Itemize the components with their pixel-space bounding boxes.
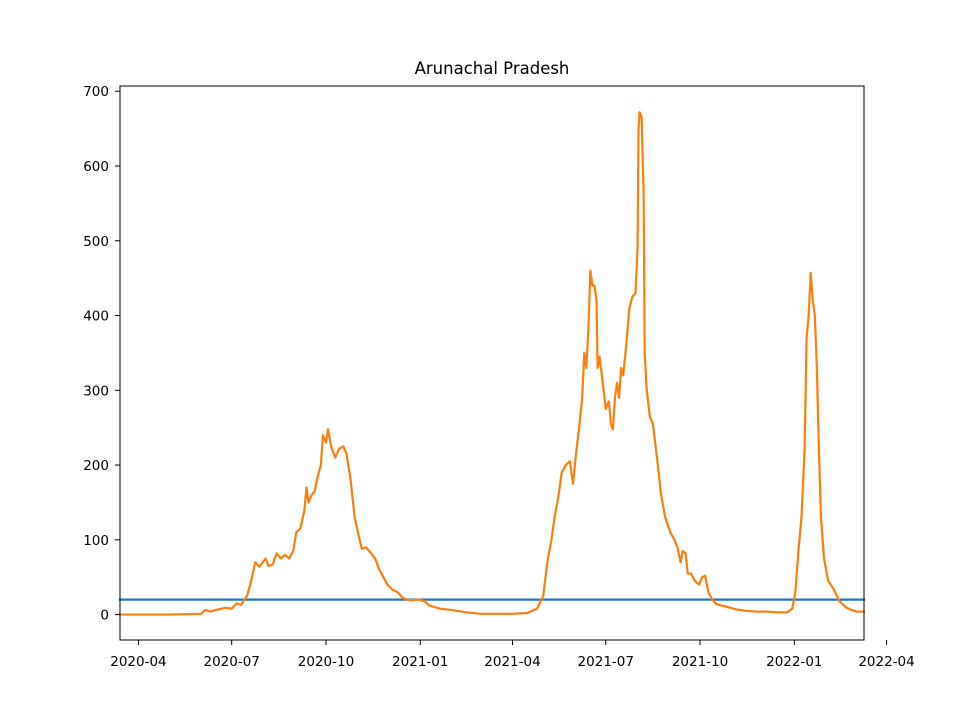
x-tick-label: 2020-07 [203,654,259,670]
x-tick-label: 2021-10 [672,654,728,670]
series-line-2 [118,111,866,616]
y-tick-label: 600 [83,159,109,175]
y-tick-label: 100 [83,533,109,549]
y-tick-label: 300 [83,383,109,399]
x-tick-label: 2022-04 [858,654,914,670]
y-tick-label: 700 [83,84,109,100]
series-layer [118,111,866,616]
x-tick-label: 2022-01 [766,654,822,670]
y-tick-label: 500 [83,234,109,250]
y-axis: 0 100 200 300 400 500 600 700 [83,84,120,624]
y-tick-label: 200 [83,458,109,474]
x-tick-label: 2021-04 [484,654,540,670]
x-axis: 2020-04 2020-07 2020-10 2021-01 2021-04 2021-… [110,640,915,670]
chart-title: Arunachal Pradesh [415,59,570,78]
x-tick-label: 2020-04 [110,654,166,670]
plot-area [118,85,866,641]
axes-frame [119,85,865,641]
x-tick-label: 2021-01 [392,654,448,670]
x-tick-label: 2020-10 [298,654,354,670]
y-tick-label: 400 [83,309,109,325]
y-tick-label: 0 [100,608,109,624]
x-tick-label: 2021-07 [578,654,634,670]
